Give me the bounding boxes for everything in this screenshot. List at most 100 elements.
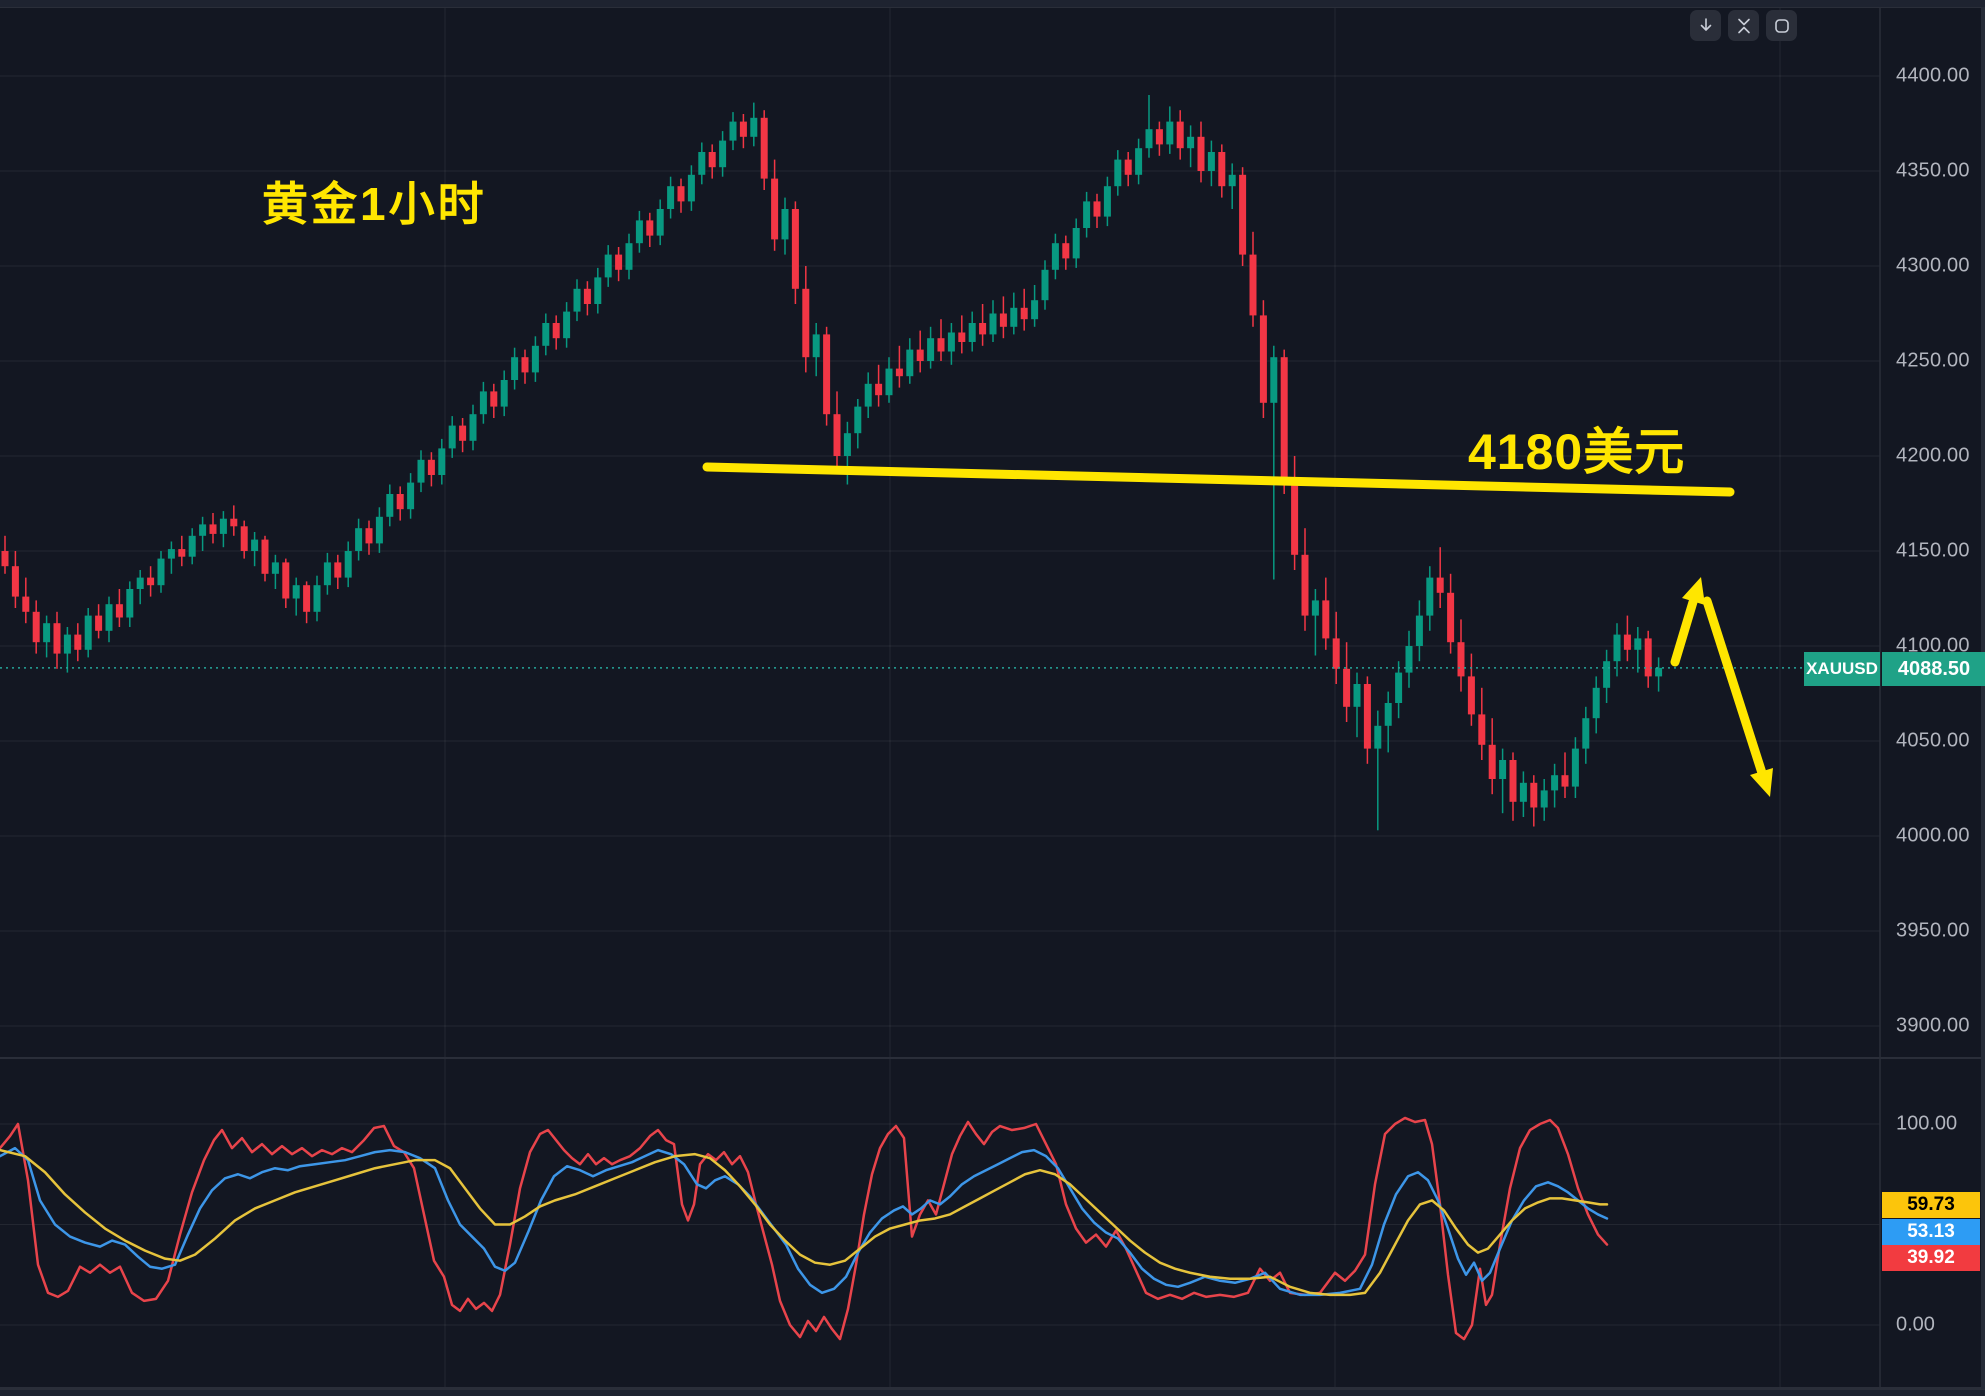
candle-body — [1062, 243, 1070, 259]
candle-body — [885, 368, 893, 396]
candle-body — [677, 186, 685, 202]
candle-body — [906, 349, 914, 377]
candle-body — [1311, 600, 1319, 616]
candle-body — [1509, 760, 1517, 802]
candle-body — [292, 585, 300, 599]
candle-body — [916, 349, 924, 361]
candle-body — [823, 334, 831, 415]
collapse-pane-button[interactable] — [1728, 10, 1759, 41]
candle-body — [167, 549, 175, 559]
maximize-pane-button[interactable] — [1766, 10, 1797, 41]
maximize-frame-icon — [1773, 17, 1791, 35]
candle-body — [729, 121, 737, 141]
candle-body — [459, 425, 467, 441]
candle-body — [1603, 661, 1611, 688]
candle-body — [1103, 186, 1111, 217]
candle-body — [313, 585, 321, 612]
candle-body — [1384, 703, 1392, 726]
candle-body — [1031, 300, 1039, 320]
candle-body — [1145, 129, 1153, 149]
candle-body — [105, 604, 113, 631]
candle-body — [667, 186, 675, 209]
candle-body — [1249, 254, 1257, 316]
candle-body — [479, 391, 487, 415]
candle-body — [531, 345, 539, 373]
candle-body — [542, 323, 550, 346]
candle-body — [43, 623, 51, 643]
candle-body — [1405, 646, 1413, 673]
candle-body — [1, 551, 9, 567]
download-button[interactable] — [1690, 10, 1721, 41]
candle-body — [1270, 357, 1278, 403]
candle-body — [615, 254, 623, 270]
candle-body — [989, 313, 997, 335]
candle-body — [1197, 136, 1205, 171]
price-tick-label: 4250.00 — [1896, 349, 1970, 372]
candle-body — [261, 539, 269, 574]
candle-body — [22, 596, 30, 612]
candle-body — [771, 178, 779, 240]
candle-body — [1415, 615, 1423, 646]
candle-body — [500, 380, 508, 407]
top-toolbar-strip — [0, 0, 1985, 8]
candle-body — [583, 288, 591, 304]
candle-body — [271, 562, 279, 574]
candle-body — [563, 311, 571, 339]
candle-body — [594, 277, 602, 304]
candle-body — [1623, 634, 1631, 650]
candle-body — [74, 634, 82, 650]
last-price-label: XAUUSD 4088.50 — [1804, 652, 1985, 686]
candle-body — [230, 518, 238, 527]
candle-body — [1457, 642, 1465, 677]
candle-body — [1343, 668, 1351, 707]
candle-body — [1114, 159, 1122, 187]
candle-body — [375, 516, 383, 544]
candle-body — [1634, 638, 1642, 650]
price-tick-label: 4150.00 — [1896, 539, 1970, 562]
candle-body — [739, 121, 747, 137]
candle-body — [656, 209, 664, 236]
candle-body — [947, 332, 955, 352]
candle-body — [698, 152, 706, 175]
candle-body — [1499, 760, 1507, 779]
candle-body — [95, 615, 103, 631]
price-tick-label: 3900.00 — [1896, 1014, 1970, 1037]
time-axis-strip — [0, 1389, 1985, 1396]
oscillator-value-badge: 53.13 — [1882, 1219, 1980, 1245]
candle-body — [968, 323, 976, 342]
candle-body — [1322, 600, 1330, 639]
candle-body — [209, 524, 217, 534]
candle-body — [719, 140, 727, 168]
candle-body — [1530, 782, 1538, 808]
candle-body — [1540, 790, 1548, 808]
oscillator-value-badge: 39.92 — [1882, 1245, 1980, 1271]
oscillator-value-badge: 59.73 — [1882, 1192, 1980, 1218]
candle-body — [802, 288, 810, 358]
price-tick-label: 4050.00 — [1896, 729, 1970, 752]
candle-body — [438, 448, 446, 475]
candle-body — [1187, 136, 1195, 149]
price-tick-label: 4300.00 — [1896, 254, 1970, 277]
candle-body — [1072, 228, 1080, 259]
candle-body — [386, 494, 394, 517]
candle-body — [895, 368, 903, 377]
candle-body — [1207, 152, 1215, 171]
candle-body — [625, 243, 633, 270]
candle-body — [1332, 638, 1340, 669]
candle-body — [1561, 775, 1569, 787]
candle-body — [999, 313, 1007, 327]
candle-body — [84, 615, 92, 650]
candle-body — [1155, 129, 1163, 145]
candle-body — [11, 566, 19, 597]
price-tick-label: 4350.00 — [1896, 159, 1970, 182]
candle-body — [1135, 148, 1143, 175]
candle-body — [1655, 667, 1663, 677]
candle-body — [604, 254, 612, 278]
candle-body — [1436, 577, 1444, 593]
candle-body — [1395, 672, 1403, 703]
candle-body — [1228, 174, 1236, 187]
candle-body — [1010, 307, 1018, 327]
candle-body — [136, 577, 144, 589]
down-arrow-annotation — [1702, 596, 1767, 778]
